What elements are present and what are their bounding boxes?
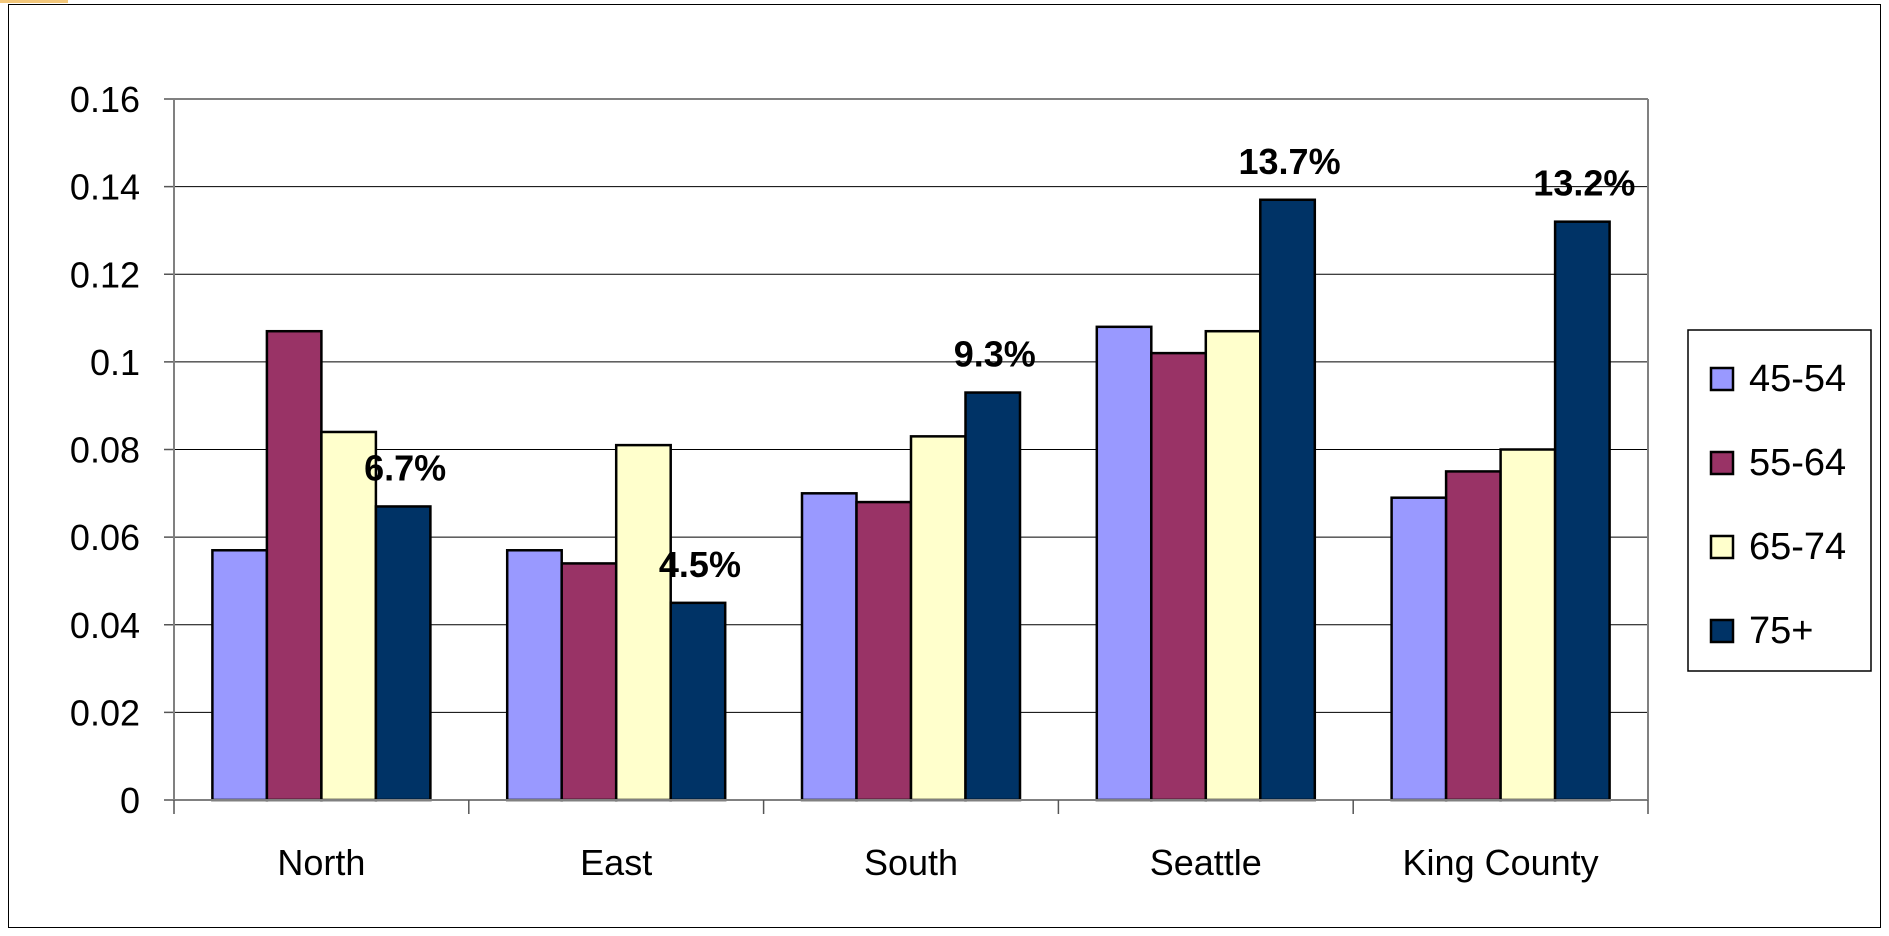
bar-45-54-north [211,549,269,802]
y-tick-label: 0.16 [70,79,140,120]
y-tick-labels: 0 0.02 0.04 0.06 0.08 0.1 0.12 0.14 0.16 [70,79,140,821]
y-tick-label: 0.14 [70,167,140,208]
y-tick-label: 0 [120,780,140,821]
bar-65-74-north [320,430,378,802]
bar-45-54-seattle [1095,325,1153,802]
legend-swatch [1709,450,1735,476]
corner-mark [0,0,68,3]
bar-55-64-seattle [1150,351,1208,802]
legend: 45-54 55-64 65-74 75+ [1687,329,1872,672]
bar-55-64-north [265,329,323,802]
legend-swatch [1709,366,1735,392]
data-label: 13.7% [1239,141,1341,182]
bar-65-74-king-county [1499,448,1557,802]
y-tick-label: 0.02 [70,692,140,733]
y-tick-label: 0.08 [70,430,140,471]
data-label: 9.3% [954,334,1036,375]
x-tick-label: South [864,842,958,883]
y-tick-label: 0.12 [70,254,140,295]
x-tick-label: Seattle [1150,842,1262,883]
bar-75+-south [964,391,1022,802]
bar-45-54-east [505,549,563,802]
bar-55-64-east [560,562,618,802]
bar-75+-king-county [1553,220,1611,802]
legend-entry: 45-54 [1749,358,1846,400]
y-tick-label: 0.06 [70,517,140,558]
bar-65-74-seattle [1204,329,1262,802]
x-tick-label: East [580,842,652,883]
legend-entry: 65-74 [1749,526,1846,568]
data-label: 6.7% [364,447,446,488]
legend-swatch [1709,534,1735,560]
bar-65-74-south [909,435,967,802]
bar-45-54-king-county [1390,496,1448,802]
legend-swatch [1709,618,1735,644]
bars [211,198,1611,802]
y-tick-label: 0.04 [70,605,140,646]
data-labels: 6.7% 4.5% 9.3% 13.7% 13.2% [364,141,1635,585]
legend-entry: 55-64 [1749,442,1846,484]
x-tick-label: North [277,842,365,883]
bar-75+-seattle [1259,198,1317,802]
legend-entry: 75+ [1749,610,1813,652]
bar-75+-north [374,505,432,802]
bar-55-64-king-county [1444,470,1502,802]
bar-75+-east [669,601,727,802]
data-label: 13.2% [1533,163,1635,204]
y-tick-label: 0.1 [90,342,140,383]
x-tick-labels: North East South Seattle King County [277,842,1598,883]
data-label: 4.5% [659,544,741,585]
bar-65-74-east [614,443,672,802]
x-tick-label: King County [1403,842,1599,883]
bar-45-54-south [800,492,858,802]
bar-55-64-south [855,500,913,802]
axes [164,98,1649,814]
